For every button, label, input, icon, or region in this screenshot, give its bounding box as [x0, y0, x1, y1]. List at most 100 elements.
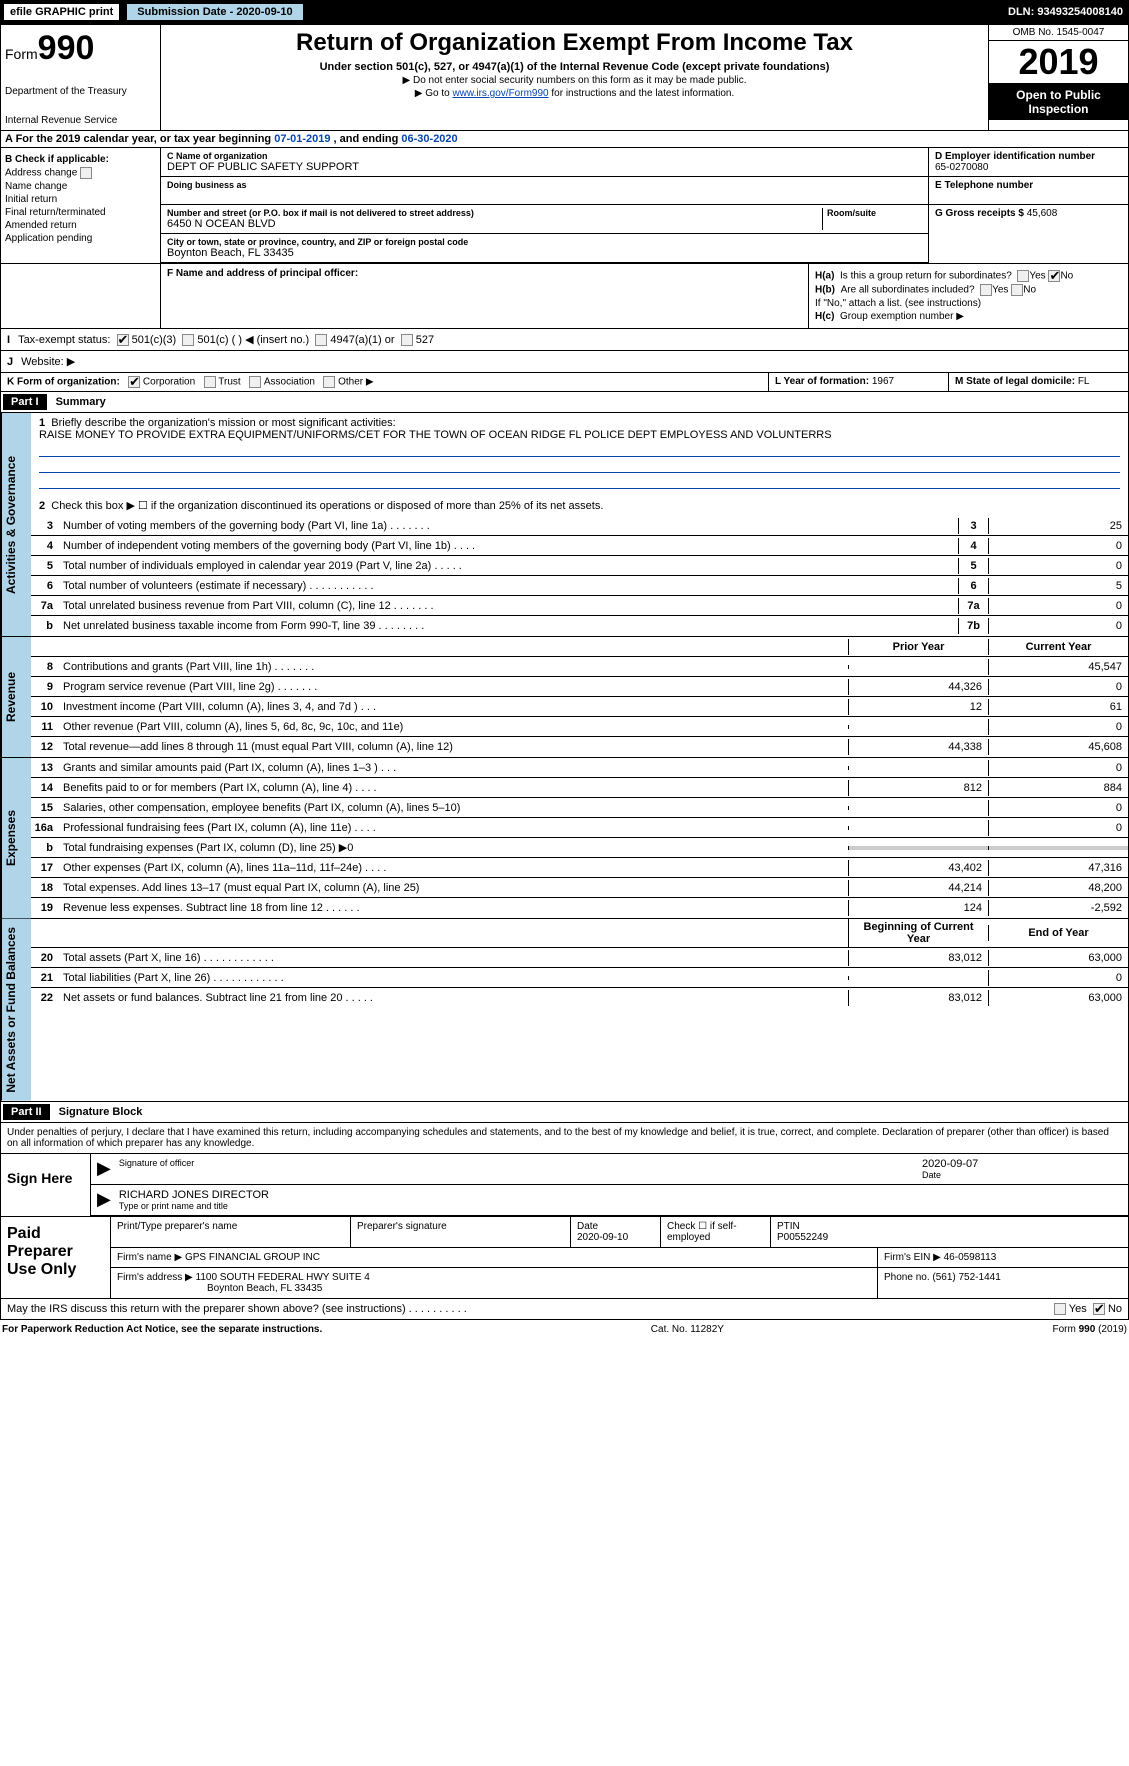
eoy-header: End of Year: [988, 925, 1128, 941]
opt-trust: Trust: [218, 377, 240, 388]
ptin-label: PTIN: [777, 1221, 1122, 1232]
line-num: 13: [31, 762, 59, 774]
line-curr: 48,200: [988, 880, 1128, 896]
checkbox-icon[interactable]: [323, 376, 335, 388]
checkbox-icon[interactable]: [401, 334, 413, 346]
gross-receipts-label: G Gross receipts $: [935, 208, 1027, 219]
summary-line: 21 Total liabilities (Part X, line 26) .…: [31, 968, 1128, 988]
irs-link[interactable]: www.irs.gov/Form990: [452, 88, 548, 99]
prep-date-value: 2020-09-10: [577, 1232, 654, 1243]
line-curr: 45,547: [988, 659, 1128, 675]
checkbox-icon[interactable]: [1011, 284, 1023, 296]
line-desc: Professional fundraising fees (Part IX, …: [59, 820, 848, 836]
yes-label: Yes: [1029, 271, 1045, 282]
checkbox-icon[interactable]: [1054, 1303, 1066, 1315]
firm-ein-label: Firm's EIN ▶: [884, 1252, 941, 1263]
efile-badge: efile GRAPHIC print: [4, 4, 119, 20]
summary-line: 10 Investment income (Part VIII, column …: [31, 697, 1128, 717]
line-prior: 812: [848, 780, 988, 796]
hb-note: If "No," attach a list. (see instruction…: [815, 298, 1122, 309]
row-a-tax-year: A For the 2019 calendar year, or tax yea…: [0, 131, 1129, 148]
checkbox-checked-icon[interactable]: [117, 334, 129, 346]
summary-line: 12 Total revenue—add lines 8 through 11 …: [31, 737, 1128, 757]
section-d: D Employer identification number 65-0270…: [928, 148, 1128, 263]
firm-addr1: 1100 SOUTH FEDERAL HWY SUITE 4: [196, 1272, 370, 1283]
addr-label: Number and street (or P.O. box if mail i…: [167, 208, 822, 218]
line-box: 7a: [958, 598, 988, 614]
line-num: 10: [31, 701, 59, 713]
line-desc: Grants and similar amounts paid (Part IX…: [59, 760, 848, 776]
checkbox-icon[interactable]: [980, 284, 992, 296]
net-assets-section: Net Assets or Fund Balances Beginning of…: [0, 919, 1129, 1102]
line-desc: Benefits paid to or for members (Part IX…: [59, 780, 848, 796]
line-curr: 0: [988, 970, 1128, 986]
prior-year-header: Prior Year: [848, 639, 988, 655]
line-value: 25: [988, 518, 1128, 534]
sub3-b: for instructions and the latest informat…: [549, 88, 735, 99]
line-desc: Total number of individuals employed in …: [59, 558, 958, 574]
checkbox-icon[interactable]: [1017, 270, 1029, 282]
checkbox-icon[interactable]: [249, 376, 261, 388]
chk-initial: Initial return: [5, 194, 156, 205]
line-curr: 63,000: [988, 990, 1128, 1006]
state-domicile-value: FL: [1078, 376, 1090, 387]
line-desc: Revenue less expenses. Subtract line 18 …: [59, 900, 848, 916]
chk-name-change-label: Name change: [5, 181, 67, 192]
chk-addr-change-label: Address change: [5, 168, 77, 179]
ein-value: 65-0270080: [935, 162, 1122, 173]
line-num: 18: [31, 882, 59, 894]
chk-amended-label: Amended return: [5, 220, 77, 231]
line-num: 22: [31, 992, 59, 1004]
row-a-text-b: , and ending: [334, 133, 402, 145]
line-prior: [848, 665, 988, 669]
tax-year: 2019: [989, 41, 1128, 84]
paid-preparer-label: Paid Preparer Use Only: [1, 1217, 111, 1298]
row-j: J Website: ▶: [0, 351, 1129, 373]
summary-line: 16a Professional fundraising fees (Part …: [31, 818, 1128, 838]
line-num: 6: [31, 580, 59, 592]
ha-text: Is this a group return for subordinates?: [840, 271, 1012, 282]
checkbox-icon[interactable]: [80, 167, 92, 179]
line-desc: Total expenses. Add lines 13–17 (must eq…: [59, 880, 848, 896]
line-desc: Net assets or fund balances. Subtract li…: [59, 990, 848, 1006]
line-value: 0: [988, 538, 1128, 554]
section-bcd: B Check if applicable: Address change Na…: [0, 148, 1129, 264]
line-curr: 0: [988, 719, 1128, 735]
cat-no: Cat. No. 11282Y: [651, 1324, 724, 1335]
checkbox-icon[interactable]: [204, 376, 216, 388]
row-klm: K Form of organization: Corporation Trus…: [0, 373, 1129, 392]
checkbox-checked-icon[interactable]: [128, 376, 140, 388]
summary-line: 7a Total unrelated business revenue from…: [31, 596, 1128, 616]
checkbox-checked-icon[interactable]: [1048, 270, 1060, 282]
line-curr: 884: [988, 780, 1128, 796]
current-year-header: Current Year: [988, 639, 1128, 655]
line-value: 0: [988, 598, 1128, 614]
opt-501c3: 501(c)(3): [132, 334, 177, 346]
org-name-label: C Name of organization: [167, 151, 922, 161]
summary-line: b Net unrelated business taxable income …: [31, 616, 1128, 636]
checkbox-icon[interactable]: [182, 334, 194, 346]
signature-block: Under penalties of perjury, I declare th…: [0, 1123, 1129, 1217]
summary-line: 15 Salaries, other compensation, employe…: [31, 798, 1128, 818]
line-curr: 0: [988, 820, 1128, 836]
line-num: 9: [31, 681, 59, 693]
tax-year-end: 06-30-2020: [401, 133, 457, 145]
line-curr: 0: [988, 800, 1128, 816]
omb-number: OMB No. 1545-0047: [989, 25, 1128, 41]
checkbox-checked-icon[interactable]: [1093, 1303, 1105, 1315]
summary-line: 14 Benefits paid to or for members (Part…: [31, 778, 1128, 798]
hb-text: Are all subordinates included?: [841, 285, 975, 296]
line-num: b: [31, 620, 59, 632]
q1-label: Briefly describe the organization's miss…: [51, 417, 395, 429]
sig-officer-label: Signature of officer: [119, 1158, 922, 1168]
summary-line: 3 Number of voting members of the govern…: [31, 516, 1128, 536]
line-prior: [848, 766, 988, 770]
underline: [39, 475, 1120, 489]
summary-line: 4 Number of independent voting members o…: [31, 536, 1128, 556]
room-label: Room/suite: [827, 208, 922, 218]
form-footer: Form 990 (2019): [1053, 1324, 1127, 1335]
open-to-public: Open to Public Inspection: [989, 84, 1128, 120]
opt-other: Other ▶: [338, 377, 373, 388]
checkbox-icon[interactable]: [315, 334, 327, 346]
line-num: 14: [31, 782, 59, 794]
